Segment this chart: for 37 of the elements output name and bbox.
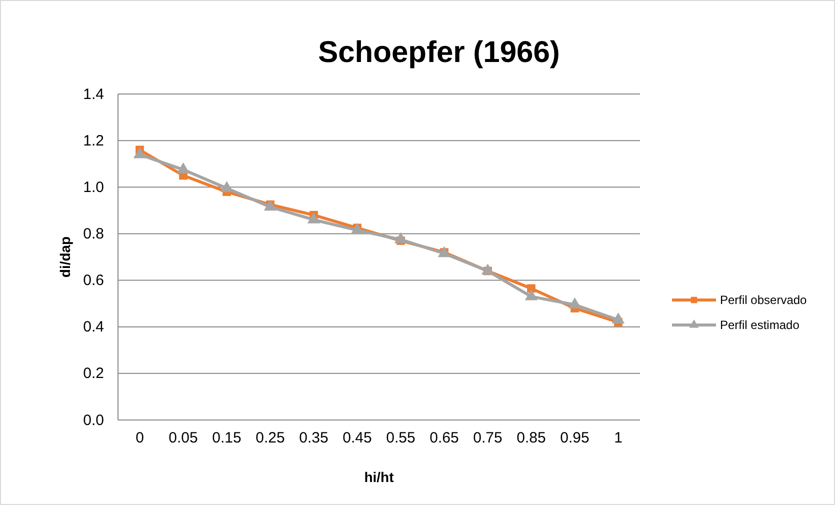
point <box>350 222 364 234</box>
x-tick-label: 0.65 <box>430 430 459 447</box>
x-tick-label: 0.55 <box>386 430 416 447</box>
x-tick-label: 0.15 <box>212 430 242 447</box>
x-tick-label: 0.05 <box>168 430 198 447</box>
point <box>220 180 234 192</box>
legend-label: Perfil observado <box>720 293 808 307</box>
point <box>264 200 277 211</box>
x-tick-label: 0.75 <box>473 430 502 447</box>
y-tick-label: 0.0 <box>83 412 104 429</box>
y-tick-label: 0.2 <box>83 365 104 382</box>
legend-label: Perfil estimado <box>720 318 800 332</box>
point <box>568 297 582 308</box>
point <box>524 289 538 300</box>
point <box>176 162 190 174</box>
y-tick-label: 0.4 <box>83 318 104 336</box>
y-tick-label: 0.8 <box>83 226 104 243</box>
x-tick-label: 0.45 <box>342 430 372 447</box>
point <box>133 147 146 158</box>
point <box>481 264 494 275</box>
x-tick-label: 0.25 <box>256 430 285 447</box>
point <box>612 312 625 324</box>
y-tick-label: 0.6 <box>83 272 104 290</box>
point <box>307 212 320 224</box>
y-tick-label: 1.2 <box>83 132 104 150</box>
x-tick-label: 1 <box>614 430 622 447</box>
x-tick-label: 0.85 <box>516 430 546 447</box>
x-tick-label: 0.35 <box>299 430 328 447</box>
x-tick-label: 0.95 <box>560 430 590 447</box>
y-axis-title: di/dap <box>57 236 73 278</box>
x-axis-title: hi/ht <box>364 469 394 485</box>
y-tick-label: 1.0 <box>83 178 104 196</box>
chart-title: Schoepfer (1966) <box>318 36 560 69</box>
y-tick-label: 1.4 <box>83 86 104 103</box>
point <box>438 246 451 258</box>
x-tick-label: 0 <box>136 430 144 447</box>
point <box>394 232 408 244</box>
